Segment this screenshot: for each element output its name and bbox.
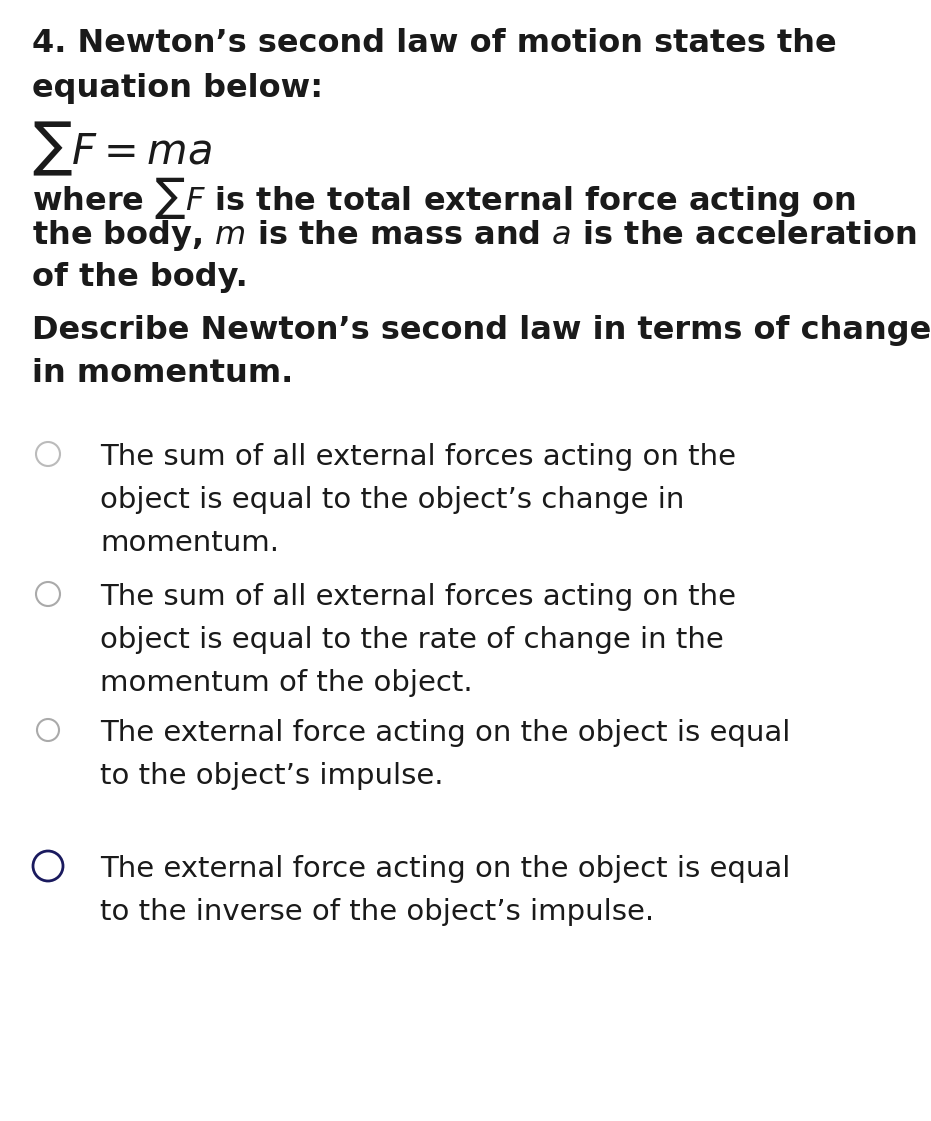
Text: to the object’s impulse.: to the object’s impulse. xyxy=(100,762,443,790)
Text: momentum of the object.: momentum of the object. xyxy=(100,669,473,697)
Text: The sum of all external forces acting on the: The sum of all external forces acting on… xyxy=(100,583,736,611)
Text: 4. Newton’s second law of motion states the: 4. Newton’s second law of motion states … xyxy=(32,28,837,59)
Text: in momentum.: in momentum. xyxy=(32,358,293,389)
Text: The sum of all external forces acting on the: The sum of all external forces acting on… xyxy=(100,443,736,471)
Text: where $\sum F$ is the total external force acting on: where $\sum F$ is the total external for… xyxy=(32,175,857,221)
Text: The external force acting on the object is equal: The external force acting on the object … xyxy=(100,855,790,883)
Text: The external force acting on the object is equal: The external force acting on the object … xyxy=(100,719,790,747)
Text: the body, $m$ is the mass and $a$ is the acceleration: the body, $m$ is the mass and $a$ is the… xyxy=(32,217,916,253)
Text: object is equal to the object’s change in: object is equal to the object’s change i… xyxy=(100,487,684,515)
Text: Describe Newton’s second law in terms of change: Describe Newton’s second law in terms of… xyxy=(32,315,931,346)
Text: object is equal to the rate of change in the: object is equal to the rate of change in… xyxy=(100,626,723,654)
Text: equation below:: equation below: xyxy=(32,73,323,104)
Text: momentum.: momentum. xyxy=(100,529,279,557)
Text: $\sum F = ma$: $\sum F = ma$ xyxy=(32,120,212,178)
Text: of the body.: of the body. xyxy=(32,262,248,293)
Text: to the inverse of the object’s impulse.: to the inverse of the object’s impulse. xyxy=(100,898,654,926)
